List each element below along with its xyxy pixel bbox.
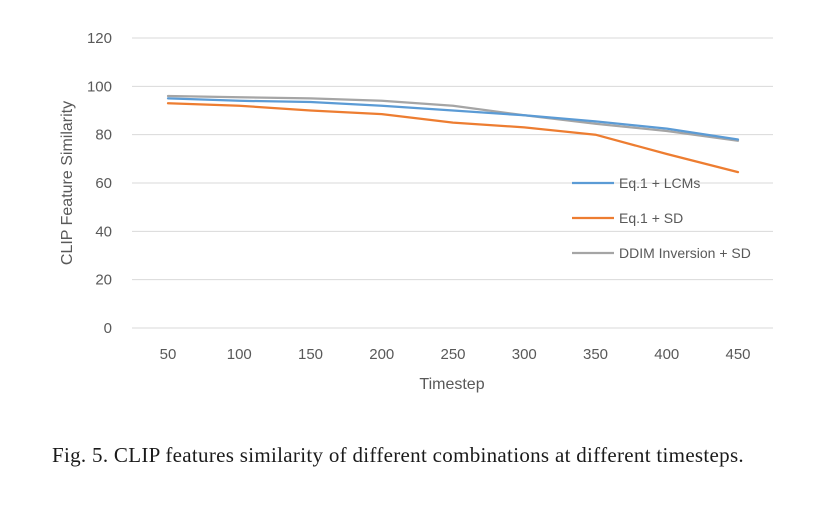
y-tick-label: 40 — [95, 223, 112, 240]
line-chart: 0 20 40 60 80 100 120 50 100 150 200 250 300 350 400 4… — [59, 30, 773, 393]
series-lines — [166, 94, 740, 174]
y-axis-title: CLIP Feature Similarity — [59, 101, 76, 265]
legend: Eq.1 + LCMs Eq.1 + SD DDIM Inversion + SD — [572, 175, 751, 261]
y-tick-label: 120 — [87, 30, 112, 47]
x-tick-label: 100 — [227, 346, 252, 363]
y-tick-label: 80 — [95, 127, 112, 144]
series-line-ddim-inversion-sd — [166, 94, 740, 142]
series-line-eq-1-sd — [166, 102, 740, 174]
y-tick-label: 100 — [87, 78, 112, 95]
legend-label-eq-1-sd: Eq.1 + SD — [619, 210, 683, 226]
y-axis-ticks: 0 20 40 60 80 100 120 — [87, 30, 112, 337]
x-tick-label: 50 — [160, 346, 177, 363]
series-line-eq-1-lcms — [166, 97, 740, 141]
x-tick-label: 450 — [725, 346, 750, 363]
y-tick-label: 60 — [95, 175, 112, 192]
y-tick-label: 0 — [104, 320, 112, 337]
x-tick-label: 150 — [298, 346, 323, 363]
x-tick-label: 300 — [512, 346, 537, 363]
x-tick-label: 200 — [369, 346, 394, 363]
x-axis-title: Timestep — [419, 376, 484, 393]
legend-label-eq-1-lcms: Eq.1 + LCMs — [619, 175, 700, 191]
x-tick-label: 350 — [583, 346, 608, 363]
x-axis-ticks: 50 100 150 200 250 300 350 400 450 — [160, 346, 751, 363]
figure-caption: Fig. 5. CLIP features similarity of diff… — [52, 443, 744, 467]
y-tick-label: 20 — [95, 272, 112, 289]
x-tick-label: 400 — [654, 346, 679, 363]
gridlines — [132, 37, 773, 329]
x-tick-label: 250 — [440, 346, 465, 363]
legend-label-ddim-inversion-sd: DDIM Inversion + SD — [619, 245, 751, 261]
